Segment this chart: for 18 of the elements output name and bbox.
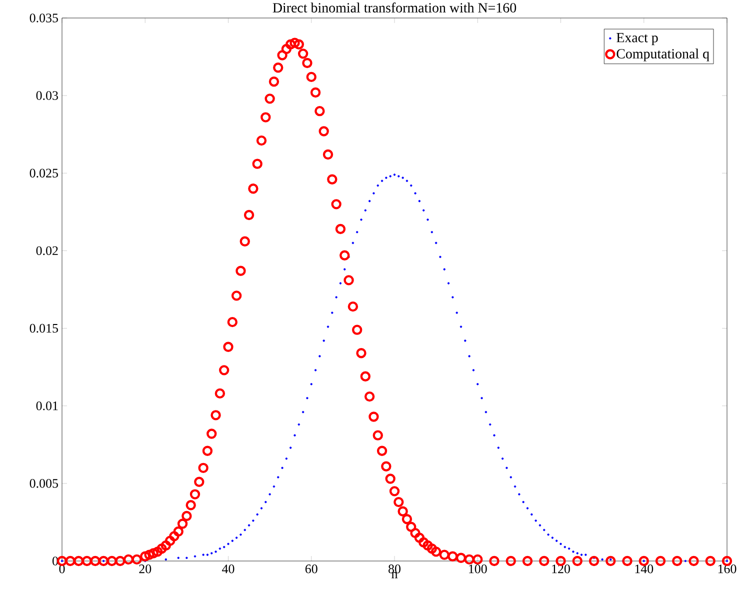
y-tick-label: 0.02 bbox=[36, 246, 58, 256]
y-tick-label: 0.03 bbox=[36, 91, 58, 100]
legend-label: Computational q bbox=[616, 48, 710, 62]
y-tick-label: 0.01 bbox=[36, 401, 58, 410]
y-tick-label: 0.035 bbox=[30, 14, 58, 22]
x-tick-label: 40 bbox=[222, 564, 234, 574]
x-tick-label: 20 bbox=[139, 564, 152, 574]
x-tick-label: 60 bbox=[305, 564, 318, 574]
legend-label: Exact p bbox=[616, 33, 658, 46]
x-tick-label: 140 bbox=[635, 564, 654, 574]
chart-title: Direct binomial transformation with N=160 bbox=[272, 2, 516, 13]
y-tick-label: 0.015 bbox=[30, 324, 58, 333]
x-tick-label: 100 bbox=[469, 564, 487, 574]
y-tick-label: 0.005 bbox=[30, 479, 58, 488]
y-tick-label: 0.025 bbox=[30, 168, 58, 178]
x-tick-label: 80 bbox=[388, 564, 400, 574]
x-axis-title: n bbox=[392, 572, 398, 578]
x-tick-label: 160 bbox=[718, 564, 736, 574]
